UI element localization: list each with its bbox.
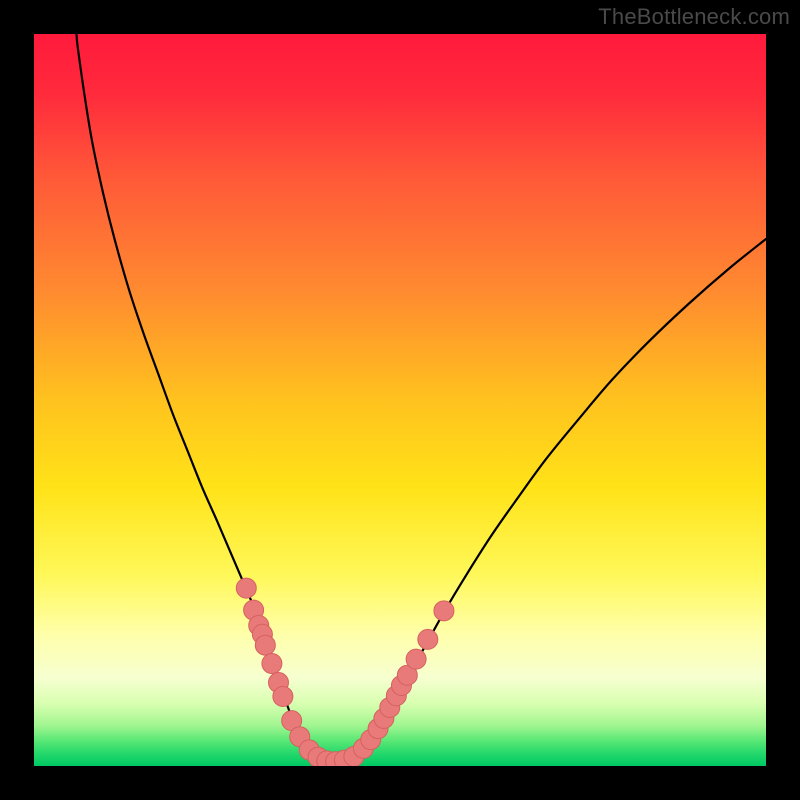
chart-svg: [34, 34, 766, 766]
plot-area: [34, 34, 766, 766]
data-marker: [236, 578, 256, 598]
data-marker: [434, 601, 454, 621]
data-marker: [273, 686, 293, 706]
gradient-background: [34, 34, 766, 766]
chart-frame: TheBottleneck.com: [0, 0, 800, 800]
data-marker: [406, 649, 426, 669]
data-marker: [418, 629, 438, 649]
data-marker: [262, 654, 282, 674]
data-marker: [255, 635, 275, 655]
watermark-text: TheBottleneck.com: [598, 4, 790, 30]
